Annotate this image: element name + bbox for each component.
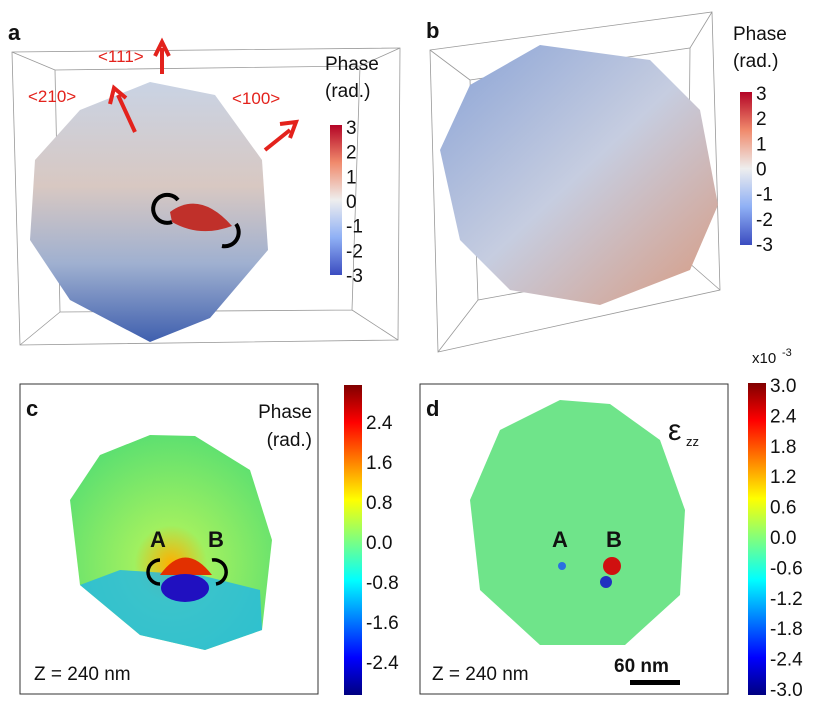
scale-bar-label: 60 nm (614, 656, 669, 677)
colorbar-tick-label: -3 (756, 235, 773, 256)
strain-subscript: zz (686, 434, 699, 449)
colorbar-tick-label: 1.2 (770, 467, 796, 488)
point-label: A (150, 527, 166, 552)
strain-low (558, 562, 566, 570)
direction-label: <111> (98, 47, 144, 66)
strain-slice (470, 400, 685, 645)
colorbar-tick-label: -3 (346, 266, 363, 287)
direction-label: <100> (232, 89, 280, 108)
depth-label: Z = 240 nm (432, 664, 529, 685)
colorbar-tick-label: 2.4 (366, 413, 393, 434)
colorbar-multiplier: x10 (752, 350, 776, 367)
panel-label: b (426, 18, 439, 43)
depth-label: Z = 240 nm (34, 664, 131, 685)
colorbar-tick-label: 1 (346, 167, 357, 188)
strain-symbol: ε (668, 414, 681, 447)
crystal-3d (30, 82, 268, 342)
scale-bar (630, 680, 680, 685)
colorbar-tick-label: -3.0 (770, 680, 803, 700)
colorbar-tick-label: 1 (756, 134, 767, 155)
colorbar-title: Phase (325, 54, 379, 75)
colorbar-tick-label: 0.0 (770, 528, 796, 549)
colorbar-tick-label: -1.2 (770, 589, 803, 610)
colorbar-tick-label: 0.6 (770, 498, 796, 519)
colorbar-tick-label: 1.6 (366, 453, 392, 474)
colorbar-exponent: -3 (782, 347, 792, 359)
colorbar-tick-label: 3.0 (770, 376, 796, 397)
colorbar (344, 385, 362, 695)
point-label: B (606, 527, 622, 552)
colorbar-tick-label: 0.0 (366, 533, 392, 554)
colorbar-tick-label: -1 (756, 185, 773, 206)
colorbar-tick-label: 0 (346, 192, 357, 213)
colorbar-title: (rad.) (325, 81, 370, 102)
strain-low (600, 576, 612, 588)
figure: a <111> <210> <100> b c A B Z = 240 nm d… (0, 0, 814, 700)
colorbar (330, 125, 342, 275)
colorbar-title: Phase (258, 402, 312, 423)
point-label: B (208, 527, 224, 552)
colorbar-tick-label: 1.8 (770, 437, 796, 458)
colorbar-tick-label: -1.8 (770, 619, 803, 640)
crystal-3d (440, 45, 718, 305)
colorbar-title: Phase (733, 24, 787, 45)
colorbar-tick-label: 0.8 (366, 493, 392, 514)
colorbar-tick-label: 3 (346, 118, 357, 139)
panel-b: b (426, 12, 752, 352)
colorbar-tick-label: -2 (346, 241, 363, 262)
colorbar-tick-label: 2 (756, 109, 767, 130)
point-label: A (552, 527, 568, 552)
colorbar-tick-label: -1 (346, 217, 363, 238)
phase-low (161, 574, 209, 602)
direction-label: <210> (28, 87, 76, 106)
colorbar-tick-label: -2.4 (366, 653, 399, 674)
panel-label: a (8, 20, 21, 45)
colorbar-title: (rad.) (267, 430, 312, 451)
colorbar-tick-label: -2.4 (770, 650, 803, 671)
panel-label: c (26, 396, 38, 421)
colorbar-tick-label: -0.8 (366, 573, 399, 594)
panel-label: d (426, 396, 439, 421)
colorbar (748, 383, 766, 695)
colorbar (740, 92, 752, 245)
colorbar-tick-label: -2 (756, 210, 773, 231)
colorbar-tick-label: 2 (346, 143, 357, 164)
colorbar-tick-label: -0.6 (770, 558, 803, 579)
strain-high (603, 557, 621, 575)
panel-d: d ε zz A B Z = 240 nm 60 nm x10 -3 (420, 347, 792, 695)
colorbar-tick-label: -1.6 (366, 613, 399, 634)
colorbar-tick-label: 0 (756, 160, 767, 181)
colorbar-tick-label: 2.4 (770, 406, 797, 427)
colorbar-title: (rad.) (733, 51, 778, 72)
colorbar-tick-label: 3 (756, 84, 767, 105)
